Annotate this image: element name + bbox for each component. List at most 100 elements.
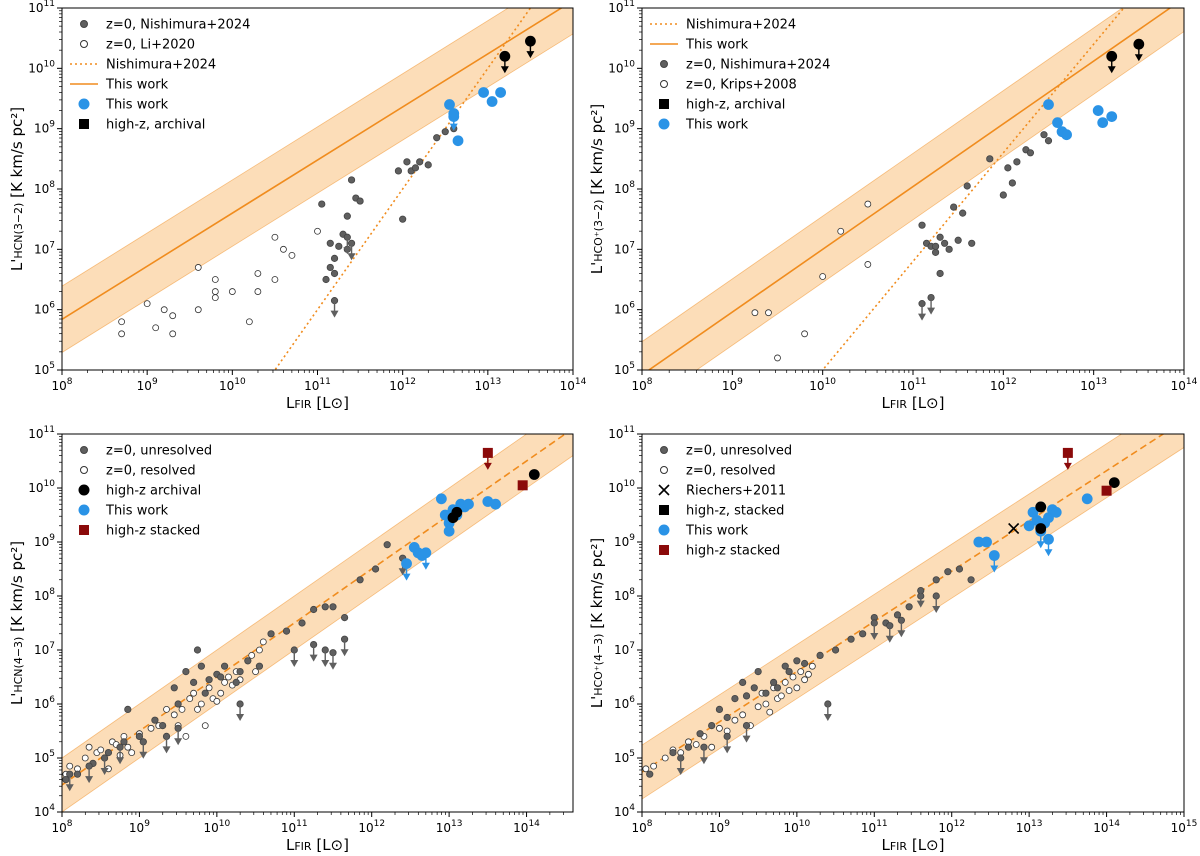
open-point [288, 251, 296, 259]
open-point [197, 700, 205, 708]
unresolved-point [124, 705, 132, 714]
x-tick-label: 108 [631, 377, 652, 393]
open-point [217, 689, 225, 697]
unresolved-point [322, 275, 330, 284]
plot-area [62, 8, 573, 370]
unresolved-point [298, 619, 306, 627]
y-axis-label: L'HCN(4−3) [K km/s pc²] [8, 541, 26, 705]
archival-point [1035, 523, 1047, 534]
x-axis-label: LFIR [L⊙] [882, 836, 945, 854]
unresolved-point [282, 627, 291, 635]
unresolved-arrow-head [290, 660, 299, 667]
legend-marker [78, 98, 90, 110]
unresolved-point [201, 689, 209, 697]
unresolved-point [193, 646, 202, 654]
legend-label: This work [105, 78, 169, 93]
open-point [118, 330, 126, 338]
x-tick-label: 1012 [389, 377, 416, 393]
unresolved-arrow-head [65, 784, 74, 792]
x-tick-label: 1011 [304, 377, 331, 393]
y-tick-label: 105 [614, 361, 635, 377]
y-tick-label: 105 [34, 361, 55, 377]
unresolved-arrow-head [162, 746, 171, 754]
unresolved-point [441, 128, 449, 136]
open-point [781, 679, 789, 686]
archival-arrow-head [526, 51, 535, 59]
legend-label: z=0, Nishimura+2024 [106, 18, 250, 33]
legend-marker [78, 484, 90, 496]
unresolved-point [739, 678, 747, 687]
work-point [1050, 506, 1062, 518]
work-point [495, 87, 507, 98]
y-tick-label: 106 [614, 301, 635, 317]
nishimura-line [821, 8, 1125, 370]
unresolved-arrow-head [823, 714, 832, 721]
unresolved-point [433, 134, 441, 142]
unresolved-point [959, 209, 967, 217]
unresolved-arrow-head [870, 633, 879, 640]
stacked-arrow-head [1063, 462, 1072, 470]
unresolved-arrow-head [398, 568, 407, 576]
open-point [661, 754, 669, 762]
open-point [777, 692, 785, 700]
open-point [864, 261, 872, 268]
open-point [837, 227, 845, 235]
work-point [1097, 117, 1109, 129]
plot-area [62, 434, 573, 812]
unresolved-point [944, 568, 952, 576]
x-tick-label: 1013 [474, 377, 501, 393]
open-point [805, 670, 812, 678]
unresolved-point [731, 694, 739, 703]
unresolved-point [1040, 131, 1048, 139]
unresolved-point [255, 662, 264, 670]
unresolved-point [715, 705, 724, 714]
unresolved-point [326, 263, 334, 272]
axes-frame [641, 433, 1185, 813]
work-point [435, 493, 447, 505]
unresolved-point [104, 748, 113, 757]
stacked-point [517, 480, 528, 491]
unresolved-point [1008, 179, 1016, 187]
y-axis-label: L'HCO⁺(4−3) [K km/s pc²] [588, 538, 606, 709]
unresolved-point [310, 605, 318, 614]
open-point [739, 711, 747, 719]
unresolved-point [159, 721, 167, 730]
y-tick-label: 108 [614, 180, 635, 196]
open-point [271, 276, 279, 283]
open-point [280, 245, 287, 253]
open-point [170, 711, 178, 719]
open-point [793, 684, 801, 692]
x-tick-label: 1012 [938, 819, 965, 835]
unresolved-point [932, 576, 940, 584]
unresolved-point [800, 659, 809, 668]
unresolved-point [754, 667, 762, 676]
unresolved-point [394, 167, 403, 175]
open-point [245, 318, 253, 326]
legend-label: z=0, unresolved [106, 444, 212, 459]
open-point [248, 652, 256, 659]
unresolved-point [936, 269, 944, 278]
open-point [254, 270, 262, 277]
y-axis-label: L'HCO⁺(3−2) [K km/s pc²] [588, 104, 606, 275]
open-point [169, 312, 177, 320]
open-point [801, 676, 808, 684]
open-point [808, 662, 816, 670]
x-tick-label: 1011 [861, 819, 888, 835]
unresolved-point [220, 662, 229, 670]
unresolved-point [931, 242, 940, 250]
open-point [762, 700, 770, 708]
unresolved-point [723, 713, 731, 722]
legend-label: high-z stacked [106, 524, 200, 539]
unresolved-point [335, 242, 343, 250]
open-point [194, 706, 201, 713]
legend-marker [660, 446, 668, 454]
x-tick-label: 108 [631, 819, 652, 835]
legend-label: This work [685, 524, 749, 539]
legend-label: Nishimura+2024 [686, 18, 796, 33]
work-point [1061, 129, 1072, 141]
legend-marker [79, 525, 89, 535]
open-point [256, 646, 263, 654]
open-point [716, 724, 723, 732]
unresolved-arrow-head [116, 757, 125, 765]
x-tick-label: 1012 [358, 819, 385, 835]
